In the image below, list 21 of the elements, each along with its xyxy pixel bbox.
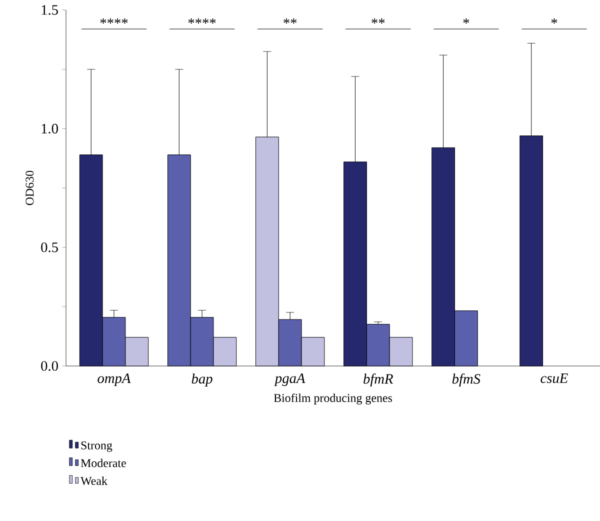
x-tick-label: bfmS (452, 374, 480, 387)
annotation: **** (100, 18, 128, 24)
x-tick-label: bap (192, 374, 212, 387)
y-tick-label: 1.0 (42, 124, 58, 134)
annotation: * (463, 18, 470, 24)
x-tick-label: ompA (98, 374, 131, 386)
legend-label: Weak (80, 476, 108, 486)
legend-label: Strong (81, 441, 112, 452)
legend-label: Moderate (80, 458, 126, 468)
x-tick-label: pgaA (274, 374, 306, 386)
annotation: ** (284, 18, 297, 24)
y-tick-label: 1.5 (42, 5, 58, 15)
x-tick-label: csuE (540, 374, 568, 384)
x-axis-title: Biofilm producing genes (274, 394, 392, 404)
y-tick-label: 0.0 (41, 361, 58, 371)
annotation: ** (372, 18, 385, 24)
y-axis-title: OD630 (26, 170, 34, 206)
x-tick-label: bfmR (364, 374, 394, 387)
y-tick-label: 0.5 (41, 242, 58, 252)
annotation: **** (188, 18, 216, 24)
annotation: * (551, 18, 558, 24)
